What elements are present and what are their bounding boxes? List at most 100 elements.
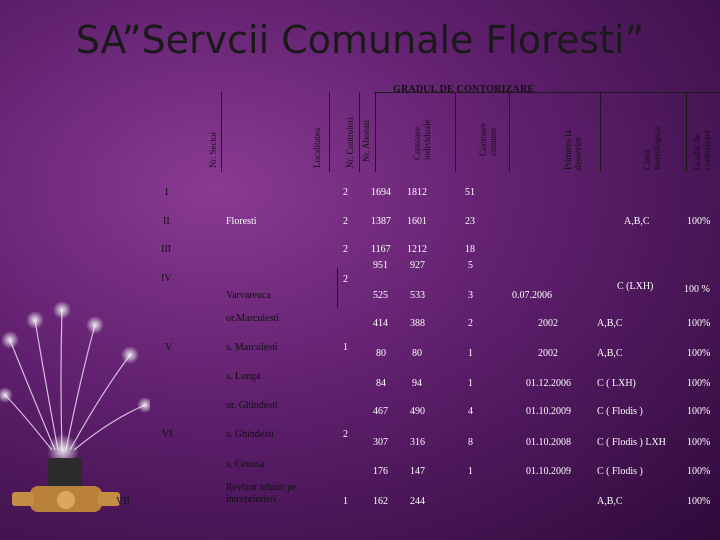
cell-clasa: A,B,C: [597, 318, 623, 329]
cell-grad: 100%: [687, 406, 711, 417]
cell-sector: V: [165, 342, 173, 353]
cell-clasa: C ( Flodis ) LXH: [597, 437, 666, 448]
cell-controlori: 2: [343, 187, 348, 198]
cell-contoare-comune: 3: [468, 290, 473, 301]
cell-abonati: 176: [373, 466, 388, 477]
cell-controlori: 1: [343, 342, 348, 353]
cell-primirea: 2002: [538, 348, 558, 359]
cell-grad: 100%: [687, 216, 711, 227]
cell-contoare-comune: 51: [465, 187, 475, 198]
cell-controlori: 2: [343, 429, 348, 440]
page-title: SA”Servcii Comunale Floresti”: [75, 18, 645, 62]
cell-contoare-individuale: 927: [410, 260, 425, 271]
cell-abonati: 525: [373, 290, 388, 301]
cell-controlori: 1: [343, 496, 348, 507]
cell-contoare-comune: 8: [468, 437, 473, 448]
cell-grad: 100%: [687, 437, 711, 448]
cell-contoare-individuale: 147: [410, 466, 425, 477]
cell-sector: II: [163, 216, 170, 227]
cell-localitatea: Revizor tehnic pe: [226, 482, 297, 493]
cell-localitatea: s. Marculesti: [226, 342, 278, 353]
cell-clasa: A,B,C: [597, 348, 623, 359]
cell-primirea: 01.12.2006: [526, 378, 571, 389]
grid-line: [375, 92, 376, 172]
cell-clasa: C ( Flodis ): [597, 466, 643, 477]
cell-sector: VI: [162, 429, 173, 440]
header-clasa-metrologica: Clasa metrologica: [642, 127, 662, 170]
cell-primirea: 2002: [538, 318, 558, 329]
header-nr-controlori: Nr. Controlori: [345, 117, 355, 168]
cell-grad: 100%: [687, 348, 711, 359]
header-contoare-individuale: Contoare individuale: [412, 119, 432, 161]
cell-contoare-comune: 2: [468, 318, 473, 329]
cell-controlori: 2: [343, 274, 348, 285]
grid-line: [455, 92, 456, 172]
grid-line: [374, 92, 720, 93]
cell-localitatea: or.Marculesti: [226, 313, 280, 324]
cell-abonati: 84: [376, 378, 386, 389]
cell-primirea: 01.10.2008: [526, 437, 571, 448]
cell-contoare-individuale: 80: [412, 348, 422, 359]
cell-contoare-individuale: 1812: [407, 187, 427, 198]
cell-primirea: 0.07.2006: [512, 290, 552, 301]
cell-contoare-individuale: 388: [410, 318, 425, 329]
grid-line: [329, 92, 330, 172]
cell-contoare-individuale: 533: [410, 290, 425, 301]
cell-primirea: 01.10.2009: [526, 466, 571, 477]
cell-contoare-comune: 1: [468, 348, 473, 359]
cell-controlori: 2: [343, 216, 348, 227]
cell-sector: III: [161, 244, 171, 255]
cell-contoare-individuale: 94: [412, 378, 422, 389]
cell-abonati: 307: [373, 437, 388, 448]
cell-localitatea: Varvareuca: [226, 290, 271, 301]
header-primirea-la-deservire: Primirea la deservire: [563, 130, 583, 170]
cell-localitatea: intreprinderi: [226, 494, 276, 505]
cell-abonati: 1387: [371, 216, 391, 227]
cell-grad: 100%: [687, 496, 711, 507]
cell-primirea: 01.10.2009: [526, 406, 571, 417]
cell-abonati: 951: [373, 260, 388, 271]
cell-localitatea: or. Ghindesti: [226, 400, 278, 411]
cell-clasa: A,B,C: [597, 496, 623, 507]
grid-line: [359, 92, 360, 172]
cell-clasa: C (LXH): [617, 281, 654, 292]
cell-contoare-individuale: 316: [410, 437, 425, 448]
header-gradul-de-contorizare: Gradul de contorizare: [692, 129, 712, 170]
grid-line: [221, 92, 222, 172]
cell-abonati: 467: [373, 406, 388, 417]
header-contoare-comune: Contoare comune: [478, 123, 498, 156]
cell-abonati: 1694: [371, 187, 391, 198]
cell-clasa: C ( Flodis ): [597, 406, 643, 417]
grid-line: [509, 92, 510, 172]
cell-abonati: 1167: [371, 244, 391, 255]
cell-contoare-individuale: 1601: [407, 216, 427, 227]
cell-contoare-comune: 18: [465, 244, 475, 255]
cell-grad: 100 %: [684, 284, 710, 295]
header-nr-sector: Nr. Sector: [208, 131, 218, 169]
cell-grad: 100%: [687, 378, 711, 389]
cell-abonati: 80: [376, 348, 386, 359]
grid-line: [600, 92, 601, 172]
cell-localitatea: s. Ghindesti: [226, 429, 274, 440]
grid-line: [686, 92, 687, 172]
cell-controlori: 2: [343, 244, 348, 255]
cell-clasa: A,B,C: [624, 216, 650, 227]
cell-grad: 100%: [687, 466, 711, 477]
cell-grad: 100%: [687, 318, 711, 329]
cell-contoare-comune: 23: [465, 216, 475, 227]
table-caption: GRADUL DE CONTORIZARE: [393, 84, 535, 95]
cell-contoare-individuale: 490: [410, 406, 425, 417]
cell-sector: VII: [116, 496, 130, 507]
cell-sector: IV: [161, 273, 172, 284]
cell-contoare-comune: 5: [468, 260, 473, 271]
cell-sector: I: [165, 187, 169, 198]
cell-abonati: 414: [373, 318, 388, 329]
header-nr-abonati: Nr. Abonati: [361, 120, 371, 162]
fiber-optic-water-meter-illustration: [0, 301, 150, 512]
cell-clasa: C ( LXH): [597, 378, 636, 389]
cell-contoare-individuale: 1212: [407, 244, 427, 255]
cell-contoare-individuale: 244: [410, 496, 425, 507]
header-localitatea: Localitatea: [312, 128, 322, 168]
grid-line: [337, 268, 338, 308]
cell-localitatea: s. Cenusa: [226, 459, 265, 470]
